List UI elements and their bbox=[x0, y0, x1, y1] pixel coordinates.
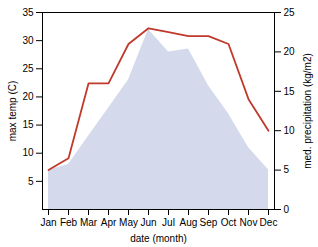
svg-text:15: 15 bbox=[22, 119, 34, 130]
svg-text:0: 0 bbox=[284, 204, 290, 215]
svg-text:Feb: Feb bbox=[60, 217, 78, 228]
svg-text:Nov: Nov bbox=[240, 217, 258, 228]
svg-text:Dec: Dec bbox=[260, 217, 278, 228]
svg-text:date (month): date (month) bbox=[130, 233, 187, 244]
svg-text:Jan: Jan bbox=[40, 217, 56, 228]
svg-text:Aug: Aug bbox=[180, 217, 198, 228]
svg-text:5: 5 bbox=[28, 176, 34, 187]
svg-text:med. precipitation (kg/m2): med. precipitation (kg/m2) bbox=[302, 53, 313, 169]
svg-text:Mar: Mar bbox=[80, 217, 98, 228]
svg-text:May: May bbox=[119, 217, 138, 228]
svg-text:10: 10 bbox=[22, 147, 34, 158]
svg-text:20: 20 bbox=[284, 46, 296, 57]
svg-text:25: 25 bbox=[284, 7, 296, 18]
svg-text:30: 30 bbox=[22, 35, 34, 46]
svg-text:max temp (C): max temp (C) bbox=[7, 81, 18, 142]
svg-text:25: 25 bbox=[22, 63, 34, 74]
svg-text:Sep: Sep bbox=[200, 217, 218, 228]
svg-text:Apr: Apr bbox=[101, 217, 117, 228]
svg-text:5: 5 bbox=[284, 164, 290, 175]
svg-text:Oct: Oct bbox=[221, 217, 237, 228]
svg-text:Jul: Jul bbox=[162, 217, 175, 228]
svg-text:10: 10 bbox=[284, 125, 296, 136]
svg-text:35: 35 bbox=[22, 7, 34, 18]
svg-text:15: 15 bbox=[284, 86, 296, 97]
svg-text:Jun: Jun bbox=[140, 217, 156, 228]
svg-text:20: 20 bbox=[22, 91, 34, 102]
